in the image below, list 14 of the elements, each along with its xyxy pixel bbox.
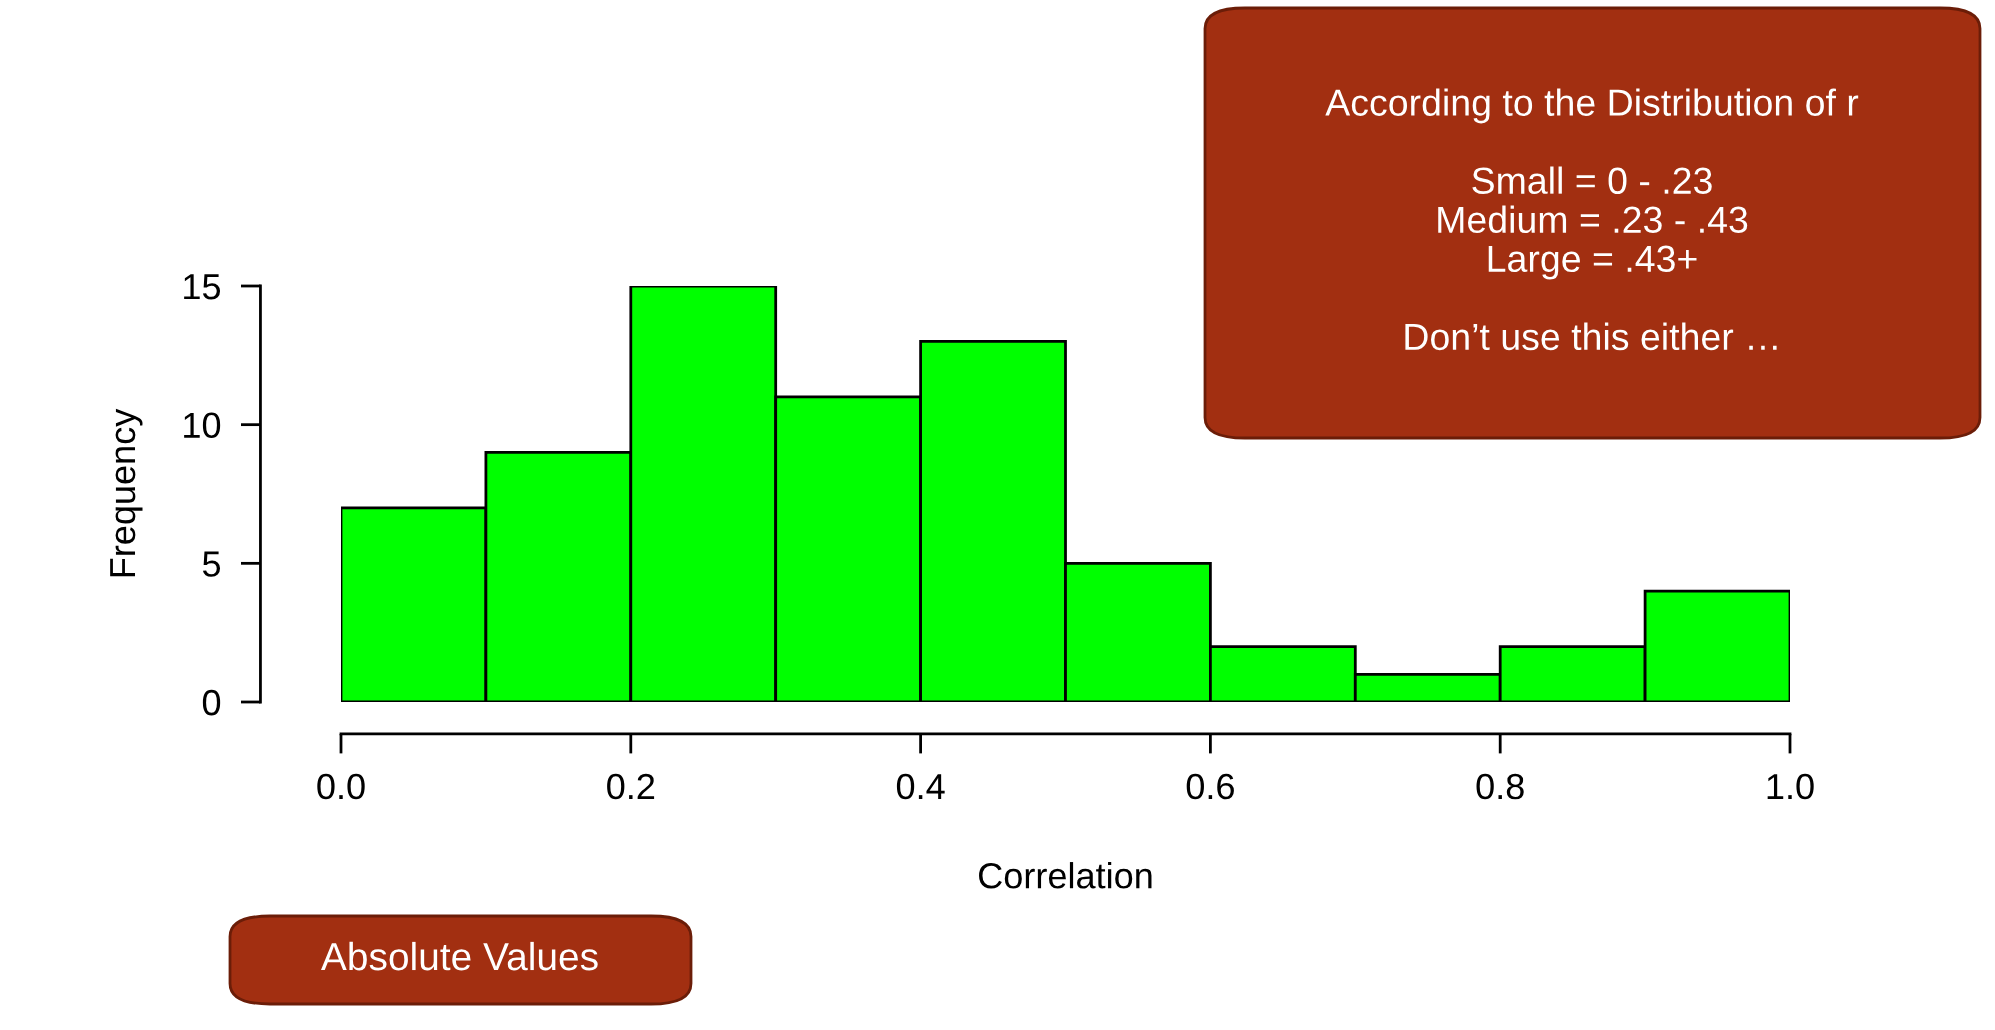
x-tick-label: 0.6 [1186,773,1234,800]
y-tick-label: 10 [184,412,221,439]
y-axis-title: Frequency [110,408,143,577]
x-tick-label: 0.0 [317,773,365,800]
x-axis-title: Correlation [979,862,1152,889]
x-tick-label: 0.2 [607,773,655,800]
y-tick-label: 15 [184,274,221,300]
x-tick-label: 0.8 [1476,773,1524,800]
y-tick-label: 5 [202,551,221,577]
x-tick-label: 0.4 [896,773,945,800]
x-tick-label: 1.0 [1767,773,1814,800]
y-tick-label: 0 [202,689,221,716]
text: Absolute Values [320,941,598,971]
annotation: According to the Distribution of r Small = 0 - .23 Medium = .23 - .43 Large = .43+ Don’t use this either … [1325,88,1859,351]
